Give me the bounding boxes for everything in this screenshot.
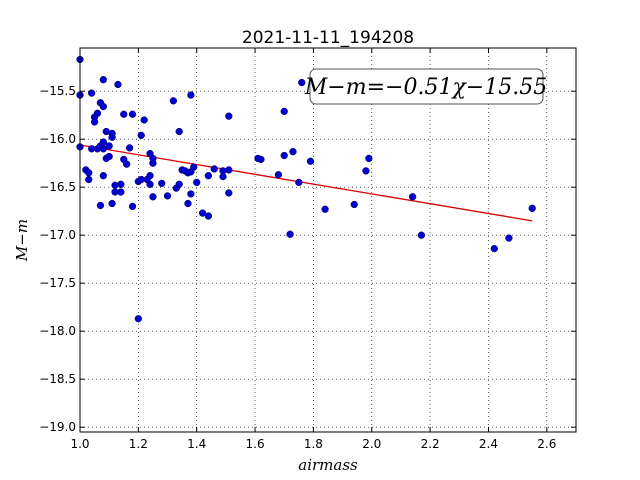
y-tick-label: −17.0	[39, 228, 76, 242]
y-tick-label: −16.0	[39, 132, 76, 146]
x-tick-label: 1.2	[129, 437, 148, 451]
data-point	[321, 205, 329, 213]
data-point	[146, 172, 154, 180]
data-point	[204, 212, 213, 220]
data-point	[225, 189, 233, 197]
data-point	[204, 172, 213, 180]
fit-annotation: M−m=−0.51χ−15.55	[304, 68, 547, 105]
y-tick-label: −19.0	[39, 420, 76, 434]
data-point	[149, 193, 157, 201]
data-point	[99, 76, 107, 84]
data-point	[169, 97, 178, 105]
data-point	[163, 192, 172, 200]
data-point	[210, 165, 218, 173]
data-point	[198, 209, 207, 217]
data-point	[187, 190, 195, 198]
x-tick-label: 1.4	[187, 437, 206, 451]
data-point	[90, 118, 99, 126]
data-point	[490, 244, 498, 253]
data-point	[158, 179, 166, 188]
data-points	[76, 55, 536, 323]
data-point	[193, 178, 201, 187]
data-point	[108, 133, 116, 141]
fit-equation: M−m=−0.51χ−15.55	[304, 75, 547, 100]
data-point	[408, 193, 417, 201]
data-point	[93, 109, 102, 117]
data-point	[128, 202, 137, 211]
data-point	[99, 102, 107, 111]
data-point	[175, 180, 183, 188]
data-point	[105, 152, 113, 161]
data-point	[225, 166, 233, 174]
data-point	[286, 230, 294, 238]
x-tick-label: 2.4	[479, 437, 498, 451]
x-axis-label: airmass	[298, 456, 358, 474]
data-point	[114, 80, 122, 89]
data-point	[184, 199, 192, 208]
data-point	[274, 171, 283, 179]
data-point	[117, 180, 125, 188]
data-point	[149, 154, 157, 163]
data-point	[96, 201, 105, 210]
data-point	[362, 167, 370, 175]
data-point	[99, 172, 107, 180]
data-point	[85, 175, 93, 184]
x-tick-label: 2.6	[537, 437, 556, 451]
y-tick-label: −18.5	[39, 372, 76, 386]
y-axis-label: M−m	[13, 219, 31, 262]
data-point	[123, 160, 131, 168]
data-point	[99, 138, 107, 146]
data-point	[295, 178, 303, 187]
y-tick-label: −17.5	[39, 276, 76, 290]
data-point	[306, 157, 315, 165]
data-point	[225, 112, 233, 120]
data-point	[280, 151, 288, 160]
plot-frame	[79, 47, 577, 433]
data-point	[298, 78, 306, 87]
data-point	[137, 131, 145, 140]
chart-title: 2021-11-11_194208	[242, 28, 414, 48]
fit-annotation-box	[309, 68, 544, 105]
data-point	[134, 315, 143, 323]
x-tick-label: 2.0	[362, 437, 381, 451]
data-point	[140, 116, 148, 124]
data-point	[257, 155, 265, 164]
data-point	[105, 142, 113, 150]
data-point	[365, 154, 373, 163]
data-point	[289, 148, 297, 156]
data-point	[505, 234, 513, 242]
x-tick-label: 1.6	[246, 437, 265, 451]
data-point	[117, 188, 125, 196]
data-point	[99, 145, 107, 153]
data-point	[108, 199, 116, 208]
data-point	[88, 89, 96, 97]
y-tick-label: −16.5	[39, 180, 76, 194]
data-point	[120, 110, 128, 118]
x-tick-label: 1.8	[304, 437, 323, 451]
data-point	[125, 144, 134, 152]
y-tick-label: −18.0	[39, 324, 76, 338]
data-point	[280, 107, 288, 116]
data-point	[417, 231, 426, 239]
data-point	[146, 180, 154, 188]
data-point	[219, 172, 227, 181]
x-tick-label: 1.0	[70, 437, 89, 451]
data-point	[528, 204, 536, 212]
axis-ticks: 1.0 1.2 1.4 1.6 1.8 2.0 2.2 2.4 2.6 −15.5 −16.0 −16…	[39, 48, 576, 451]
data-point	[85, 169, 93, 177]
data-point	[190, 163, 198, 171]
x-tick-label: 2.2	[421, 437, 440, 451]
data-point	[350, 200, 358, 209]
y-tick-label: −15.5	[39, 84, 76, 98]
data-point	[175, 127, 183, 136]
data-point	[187, 91, 195, 99]
data-point	[128, 110, 137, 118]
